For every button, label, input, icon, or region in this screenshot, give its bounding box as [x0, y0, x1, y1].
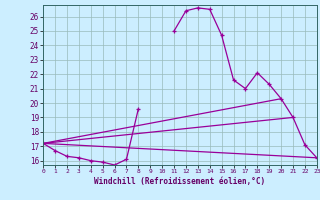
X-axis label: Windchill (Refroidissement éolien,°C): Windchill (Refroidissement éolien,°C) — [94, 177, 266, 186]
